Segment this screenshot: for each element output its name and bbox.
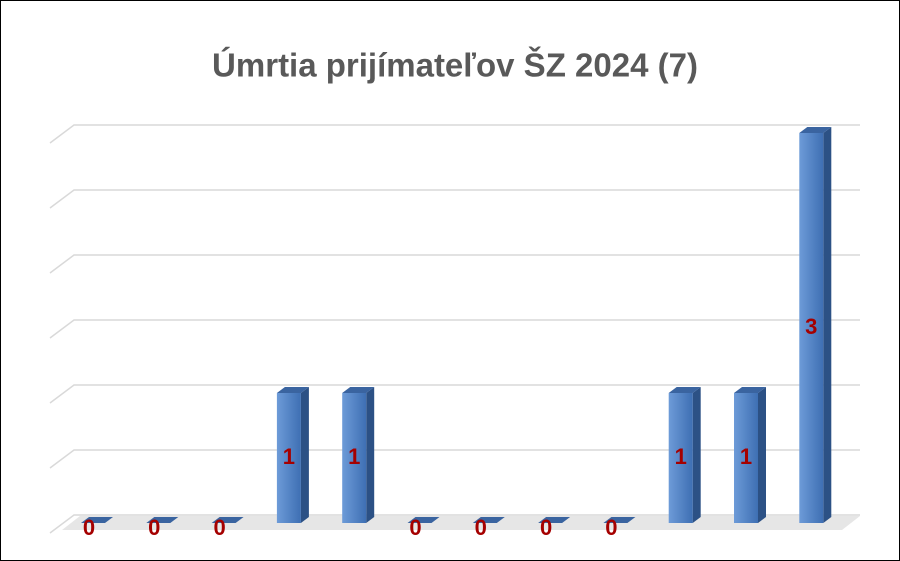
data-label: 0: [409, 515, 421, 540]
grid-line: [49, 124, 860, 144]
grid-line: [49, 384, 860, 404]
bar: [81, 517, 113, 523]
bar: [472, 517, 505, 523]
data-label: 1: [675, 444, 687, 469]
data-label: 1: [740, 444, 752, 469]
bar: [799, 127, 832, 523]
bar: [211, 517, 244, 523]
bar: [276, 387, 309, 523]
grid-line: [49, 514, 860, 534]
data-label: 0: [83, 515, 95, 540]
bar: [342, 387, 375, 523]
data-label: 0: [213, 515, 225, 540]
chart-title: Úmrtia prijímateľov ŠZ 2024 (7): [212, 46, 698, 84]
bar: [538, 517, 571, 523]
data-label: 1: [348, 444, 360, 469]
data-label: 0: [605, 515, 617, 540]
floor: [62, 516, 860, 530]
grid-line: [49, 189, 860, 209]
bar: [603, 517, 636, 523]
data-label: 1: [283, 444, 295, 469]
data-label: 0: [475, 515, 487, 540]
bar: [146, 517, 179, 523]
data-label: 0: [540, 515, 552, 540]
grid-line: [49, 319, 860, 339]
bar: [407, 517, 440, 523]
data-label: 0: [148, 515, 160, 540]
bar: [668, 387, 701, 523]
data-label: 3: [805, 314, 817, 339]
grid-line: [49, 254, 860, 274]
grid-line: [49, 449, 860, 469]
bar: [734, 387, 766, 523]
